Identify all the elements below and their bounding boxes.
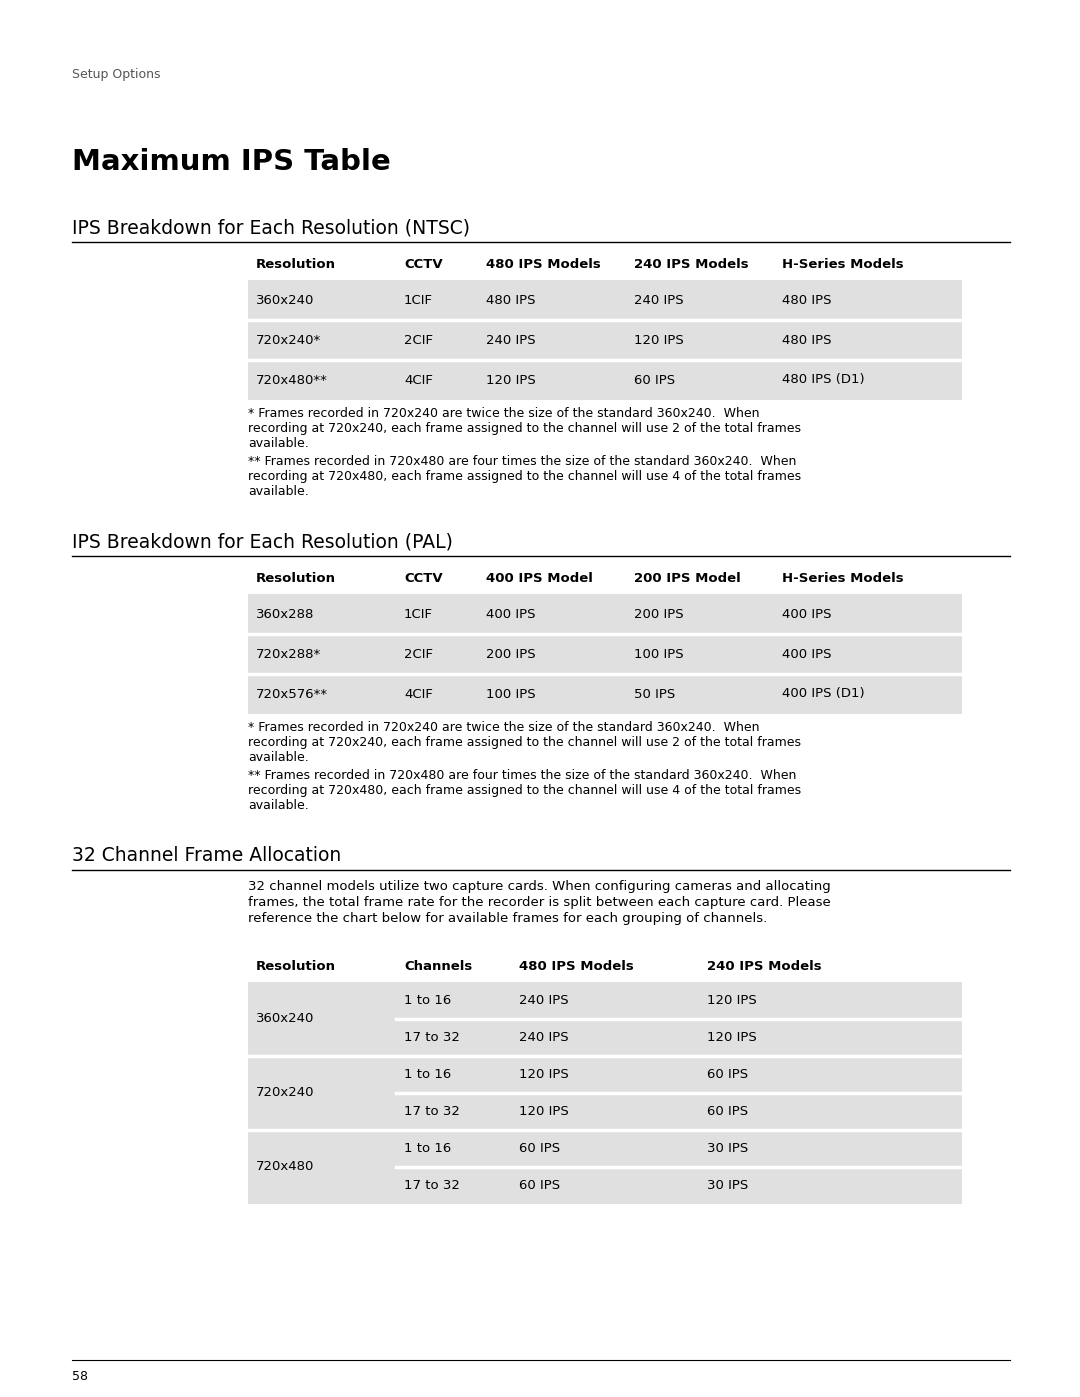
- Text: 120 IPS: 120 IPS: [519, 1105, 569, 1118]
- Text: 240 IPS: 240 IPS: [519, 995, 569, 1007]
- Text: 720x240: 720x240: [256, 1087, 314, 1099]
- Text: 120 IPS: 120 IPS: [486, 373, 536, 387]
- Text: Setup Options: Setup Options: [72, 68, 161, 81]
- Text: 720x576**: 720x576**: [256, 687, 328, 700]
- Text: 60 IPS: 60 IPS: [519, 1179, 561, 1192]
- Text: IPS Breakdown for Each Resolution (PAL): IPS Breakdown for Each Resolution (PAL): [72, 532, 453, 550]
- Text: 400 IPS: 400 IPS: [782, 647, 832, 661]
- Text: 240 IPS: 240 IPS: [519, 1031, 569, 1044]
- Text: 60 IPS: 60 IPS: [519, 1141, 561, 1155]
- Text: 400 IPS: 400 IPS: [486, 608, 536, 620]
- Text: 17 to 32: 17 to 32: [404, 1031, 460, 1044]
- Text: available.: available.: [248, 799, 309, 812]
- Text: 4CIF: 4CIF: [404, 687, 433, 700]
- Text: 1CIF: 1CIF: [404, 293, 433, 306]
- Text: recording at 720x480, each frame assigned to the channel will use 4 of the total: recording at 720x480, each frame assigne…: [248, 469, 801, 483]
- Bar: [248, 673, 962, 714]
- Text: 240 IPS Models: 240 IPS Models: [707, 960, 822, 972]
- Text: 100 IPS: 100 IPS: [634, 647, 684, 661]
- Text: 120 IPS: 120 IPS: [707, 1031, 757, 1044]
- Text: 360x288: 360x288: [256, 608, 314, 620]
- Text: 50 IPS: 50 IPS: [634, 687, 675, 700]
- Text: 480 IPS: 480 IPS: [782, 293, 832, 306]
- Text: CCTV: CCTV: [404, 257, 443, 271]
- Text: 60 IPS: 60 IPS: [707, 1105, 748, 1118]
- Text: 60 IPS: 60 IPS: [707, 1067, 748, 1081]
- Text: 720x240*: 720x240*: [256, 334, 321, 346]
- Text: 480 IPS: 480 IPS: [486, 293, 536, 306]
- Text: 720x480: 720x480: [256, 1161, 314, 1173]
- Text: Maximum IPS Table: Maximum IPS Table: [72, 148, 391, 176]
- Text: 720x480**: 720x480**: [256, 373, 328, 387]
- Text: 30 IPS: 30 IPS: [707, 1141, 748, 1155]
- Text: 400 IPS Model: 400 IPS Model: [486, 571, 593, 584]
- Text: CCTV: CCTV: [404, 571, 443, 584]
- Text: 32 Channel Frame Allocation: 32 Channel Frame Allocation: [72, 847, 341, 865]
- Text: 240 IPS: 240 IPS: [486, 334, 536, 346]
- Text: 32 channel models utilize two capture cards. When configuring cameras and alloca: 32 channel models utilize two capture ca…: [248, 880, 831, 893]
- Text: 200 IPS: 200 IPS: [486, 647, 536, 661]
- Text: available.: available.: [248, 752, 309, 764]
- Text: 120 IPS: 120 IPS: [707, 995, 757, 1007]
- Bar: [248, 320, 962, 360]
- Text: Resolution: Resolution: [256, 960, 336, 972]
- Text: ** Frames recorded in 720x480 are four times the size of the standard 360x240.  : ** Frames recorded in 720x480 are four t…: [248, 768, 796, 782]
- Text: 120 IPS: 120 IPS: [634, 334, 684, 346]
- Bar: [248, 634, 962, 673]
- Text: 360x240: 360x240: [256, 293, 314, 306]
- Text: 200 IPS: 200 IPS: [634, 608, 684, 620]
- Text: 400 IPS: 400 IPS: [782, 608, 832, 620]
- Text: 400 IPS (D1): 400 IPS (D1): [782, 687, 865, 700]
- Text: 480 IPS Models: 480 IPS Models: [519, 960, 634, 972]
- Text: 1 to 16: 1 to 16: [404, 1141, 451, 1155]
- Text: 1 to 16: 1 to 16: [404, 1067, 451, 1081]
- Text: Resolution: Resolution: [256, 257, 336, 271]
- Text: frames, the total frame rate for the recorder is split between each capture card: frames, the total frame rate for the rec…: [248, 895, 831, 909]
- Text: 240 IPS Models: 240 IPS Models: [634, 257, 748, 271]
- Text: 100 IPS: 100 IPS: [486, 687, 536, 700]
- Text: 1 to 16: 1 to 16: [404, 995, 451, 1007]
- Text: * Frames recorded in 720x240 are twice the size of the standard 360x240.  When: * Frames recorded in 720x240 are twice t…: [248, 721, 759, 733]
- Text: H-Series Models: H-Series Models: [782, 571, 904, 584]
- Text: 240 IPS: 240 IPS: [634, 293, 684, 306]
- Text: IPS Breakdown for Each Resolution (NTSC): IPS Breakdown for Each Resolution (NTSC): [72, 218, 470, 237]
- Text: 58: 58: [72, 1370, 87, 1383]
- Text: Channels: Channels: [404, 960, 472, 972]
- Text: 17 to 32: 17 to 32: [404, 1179, 460, 1192]
- Bar: [248, 982, 962, 1056]
- Text: H-Series Models: H-Series Models: [782, 257, 904, 271]
- Bar: [248, 1130, 962, 1204]
- Text: 2CIF: 2CIF: [404, 334, 433, 346]
- Text: 4CIF: 4CIF: [404, 373, 433, 387]
- Text: available.: available.: [248, 437, 309, 450]
- Text: recording at 720x240, each frame assigned to the channel will use 2 of the total: recording at 720x240, each frame assigne…: [248, 736, 801, 749]
- Text: 480 IPS Models: 480 IPS Models: [486, 257, 600, 271]
- Bar: [248, 360, 962, 400]
- Text: 480 IPS (D1): 480 IPS (D1): [782, 373, 865, 387]
- Text: 2CIF: 2CIF: [404, 647, 433, 661]
- Text: 17 to 32: 17 to 32: [404, 1105, 460, 1118]
- Text: * Frames recorded in 720x240 are twice the size of the standard 360x240.  When: * Frames recorded in 720x240 are twice t…: [248, 407, 759, 420]
- Text: recording at 720x480, each frame assigned to the channel will use 4 of the total: recording at 720x480, each frame assigne…: [248, 784, 801, 798]
- Bar: [248, 279, 962, 320]
- Text: reference the chart below for available frames for each grouping of channels.: reference the chart below for available …: [248, 912, 767, 925]
- Text: recording at 720x240, each frame assigned to the channel will use 2 of the total: recording at 720x240, each frame assigne…: [248, 422, 801, 434]
- Text: 30 IPS: 30 IPS: [707, 1179, 748, 1192]
- Text: Resolution: Resolution: [256, 571, 336, 584]
- Text: 200 IPS Model: 200 IPS Model: [634, 571, 741, 584]
- Text: 480 IPS: 480 IPS: [782, 334, 832, 346]
- Text: ** Frames recorded in 720x480 are four times the size of the standard 360x240.  : ** Frames recorded in 720x480 are four t…: [248, 455, 796, 468]
- Text: 120 IPS: 120 IPS: [519, 1067, 569, 1081]
- Bar: [248, 1056, 962, 1130]
- Bar: [248, 594, 962, 634]
- Text: 360x240: 360x240: [256, 1013, 314, 1025]
- Text: 60 IPS: 60 IPS: [634, 373, 675, 387]
- Text: available.: available.: [248, 485, 309, 497]
- Text: 1CIF: 1CIF: [404, 608, 433, 620]
- Text: 720x288*: 720x288*: [256, 647, 321, 661]
